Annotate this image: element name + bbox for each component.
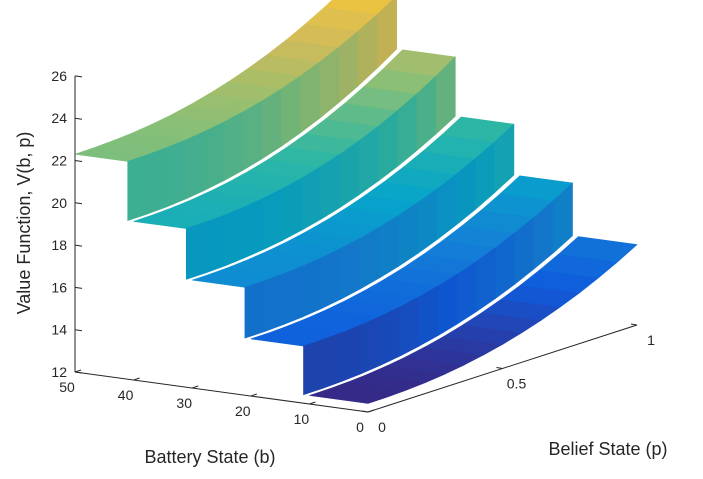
surface-riser-facet — [263, 273, 284, 333]
surface-riser-facet — [261, 88, 282, 160]
z-tick-label: 26 — [51, 68, 67, 84]
surface-riser-facet — [127, 154, 148, 222]
x-tick-label: 10 — [294, 411, 310, 427]
z-tick-label: 24 — [51, 110, 67, 126]
surface-riser-facet — [303, 339, 324, 396]
x-axis-line — [74, 371, 369, 413]
y-tick-mark — [496, 367, 503, 369]
x-tick-mark — [309, 401, 316, 405]
z-tick-mark — [74, 329, 83, 332]
surface-riser-facet — [186, 221, 206, 280]
x-tick-mark — [250, 393, 257, 397]
surface-riser-facet — [262, 188, 283, 251]
axes-layer: 12 14 16 18 20 22 24 26 50 40 30 20 10 0 0 0.5 1 — [51, 68, 655, 435]
z-axis-title: Value Function, V(b, p) — [14, 132, 34, 315]
surface-riser-facet — [243, 197, 264, 259]
z-tick-mark — [74, 202, 83, 205]
y-tick-mark — [630, 323, 638, 326]
x-tick-mark — [367, 409, 375, 413]
surface-riser-facet — [359, 226, 380, 290]
z-tick-mark — [74, 371, 83, 374]
surface-riser-facet — [204, 121, 225, 191]
surface-riser-facet — [340, 237, 361, 300]
surface-riser-facet — [244, 280, 265, 339]
surface-riser-facet — [223, 111, 244, 182]
surface-riser-facet — [205, 214, 226, 274]
z-tick-label: 14 — [51, 322, 67, 338]
surface-riser-facet — [242, 100, 263, 171]
surface-riser-facet — [146, 147, 167, 215]
surface-riser-facet — [301, 166, 322, 231]
surface-riser-facet — [165, 139, 186, 208]
z-tick-mark — [74, 117, 83, 120]
x-tick-mark — [133, 377, 140, 381]
surface-riser-facet — [494, 123, 515, 194]
z-tick-label: 12 — [51, 364, 67, 380]
surface-riser-facet — [435, 56, 456, 135]
z-tick-label: 20 — [51, 195, 67, 211]
surface-riser-facet — [283, 265, 303, 326]
z-tick-mark — [74, 244, 83, 247]
surface-riser-facet — [185, 131, 205, 200]
y-tick-label: 0 — [378, 419, 386, 435]
surface-facet — [324, 0, 393, 15]
x-axis-title: Battery State (b) — [144, 447, 275, 467]
x-tick-label: 0 — [356, 419, 364, 435]
surface-riser-facet — [360, 315, 381, 375]
z-tick-label: 22 — [51, 153, 67, 169]
surface-riser-facet — [322, 332, 343, 389]
surface-facet — [558, 236, 638, 263]
surface-riser-facet — [552, 182, 573, 254]
z-tick-mark — [74, 286, 83, 289]
surface-riser-facet — [418, 285, 439, 347]
x-tick-label: 20 — [235, 403, 251, 419]
x-tick-mark — [192, 385, 199, 389]
surface-riser-facet — [282, 177, 302, 241]
y-axis-title: Belief State (p) — [548, 439, 667, 459]
surface-riser-facet — [224, 206, 245, 267]
surface-riser-facet — [341, 324, 362, 382]
x-tick-mark — [74, 369, 82, 373]
z-tick-label: 18 — [51, 237, 67, 253]
x-tick-label: 30 — [176, 395, 192, 411]
z-tick-label: 16 — [51, 279, 67, 295]
y-tick-mark — [361, 410, 369, 413]
surface-riser-facet — [377, 0, 398, 69]
y-tick-label: 0.5 — [507, 376, 527, 392]
surface-riser-facet — [321, 247, 342, 309]
x-tick-label: 40 — [118, 387, 134, 403]
z-tick-mark — [74, 160, 83, 162]
surface-riser-facet — [302, 257, 323, 318]
surface-layer — [74, 0, 638, 404]
x-tick-label: 50 — [59, 379, 75, 395]
surface-riser-facet — [399, 296, 420, 357]
surface-riser-facet — [380, 306, 400, 366]
z-tick-mark — [74, 75, 83, 78]
y-tick-label: 1 — [647, 332, 655, 348]
